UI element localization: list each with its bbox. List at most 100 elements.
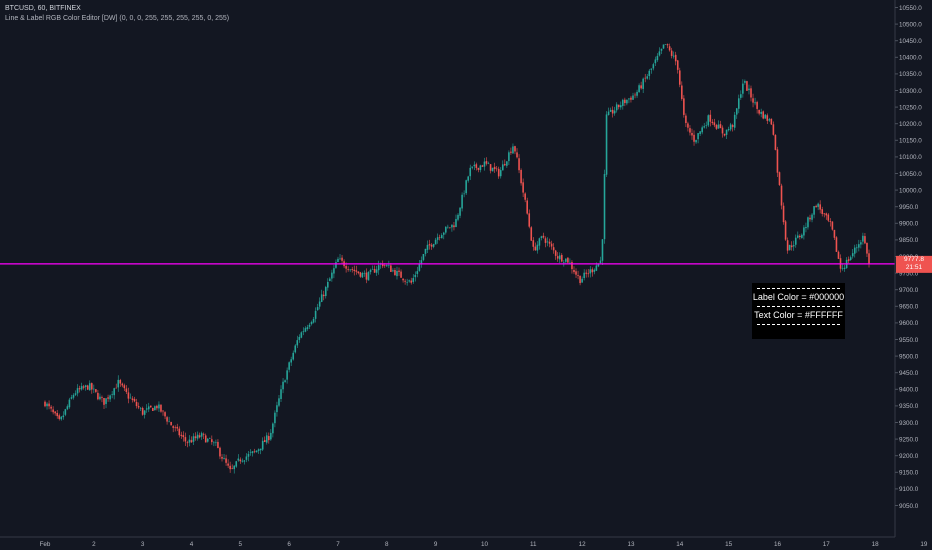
candle-body <box>858 244 860 248</box>
candle-body <box>270 432 272 440</box>
candle-body <box>221 456 223 459</box>
candle-body <box>683 98 685 115</box>
price-axis-tick-label: 9300.0 <box>899 420 919 427</box>
candle-body <box>288 362 290 370</box>
candle-body <box>485 161 488 164</box>
candle-body <box>217 441 219 448</box>
candle-body <box>733 114 736 128</box>
candle-body <box>129 397 132 399</box>
symbol-title[interactable]: BTCUSD, 60, BITFINEX <box>5 5 81 12</box>
candle-body <box>166 417 168 422</box>
candle-body <box>866 243 868 254</box>
candle-body <box>133 399 136 402</box>
candle-body <box>365 272 368 280</box>
candle-body <box>615 104 618 111</box>
candle-body <box>145 408 148 410</box>
time-axis-tick-label: 19 <box>920 541 928 548</box>
candle-body <box>518 158 520 171</box>
indicator-title[interactable]: Line & Label RGB Color Editor [DW] (0, 0… <box>5 15 230 22</box>
candle-body <box>398 270 400 272</box>
candle-body <box>296 340 299 346</box>
candle-body <box>811 214 813 220</box>
candle-body <box>652 64 655 69</box>
candle-body <box>154 406 156 411</box>
candle-body <box>408 280 410 282</box>
candle-body <box>644 77 647 79</box>
candle-body <box>744 81 746 83</box>
candle-body <box>282 381 284 390</box>
candle-body <box>530 227 533 241</box>
candle-body <box>62 415 65 418</box>
candle-body <box>377 265 380 271</box>
candle-body <box>388 265 390 266</box>
candle-body <box>467 176 469 181</box>
candle-body <box>353 269 356 272</box>
candle-body <box>799 235 801 238</box>
candle-body <box>263 440 266 443</box>
candle-body <box>322 294 325 297</box>
candle-body <box>200 433 203 437</box>
candle-body <box>552 247 555 251</box>
candle-body <box>428 244 431 246</box>
candle-body <box>253 451 256 453</box>
candle-body <box>127 392 130 399</box>
time-axis[interactable]: Feb 2 3 4 5 6 7 8 9 10 11 12 13 14 15 16 17 18 19 <box>0 536 928 548</box>
candle-body <box>251 451 254 454</box>
candle-body <box>717 124 720 129</box>
time-axis-tick-label: 3 <box>141 541 145 548</box>
candle-body <box>495 168 498 170</box>
candle-body <box>630 97 632 100</box>
candle-body <box>119 380 122 384</box>
candle-body <box>617 104 620 108</box>
candle-body <box>662 44 665 49</box>
candle-body <box>599 260 602 264</box>
candle-body <box>422 253 425 260</box>
candle-body <box>780 185 783 206</box>
candle-body <box>359 272 362 277</box>
candle-body <box>355 270 358 272</box>
candle-body <box>536 244 539 251</box>
candle-body <box>455 219 457 227</box>
candle-body <box>624 99 626 104</box>
last-price-tag-bg <box>896 255 932 273</box>
candle-body <box>522 182 524 193</box>
candle-body <box>475 164 478 168</box>
candle-body <box>430 244 433 247</box>
candle-body <box>390 265 392 272</box>
candle-body <box>156 405 158 409</box>
candle-body <box>149 405 152 408</box>
candle-body <box>449 227 451 229</box>
candle-body <box>324 286 327 297</box>
price-axis-tick-label: 10100.0 <box>899 154 922 161</box>
candle-body <box>206 438 209 442</box>
candle-body <box>546 241 549 243</box>
candle-body <box>109 395 111 400</box>
candle-body <box>453 225 455 228</box>
candle-body <box>274 412 276 424</box>
candle-body <box>853 247 856 254</box>
price-axis[interactable]: 10550.0 10500.0 10450.0 10400.0 10350.0 10300… <box>894 0 932 537</box>
candle-body <box>656 55 659 61</box>
chart-legend: BTCUSD, 60, BITFINEX Line & Label RGB Co… <box>5 4 229 24</box>
candle-body <box>76 388 79 394</box>
candle-body <box>115 387 118 389</box>
candle-body <box>286 370 288 380</box>
candle-body <box>770 118 773 125</box>
candle-body <box>754 102 756 104</box>
candle-body <box>52 409 54 413</box>
time-axis-tick-label: 13 <box>627 541 635 548</box>
candle-body <box>481 165 484 167</box>
candle-body <box>528 213 531 227</box>
candle-body <box>803 227 805 236</box>
candle-body <box>357 271 360 274</box>
candle-body <box>174 427 177 428</box>
candle-body <box>373 268 376 273</box>
candle-body <box>432 244 435 247</box>
candle-body <box>318 301 321 307</box>
candle-body <box>90 383 93 390</box>
candle-body <box>864 236 866 244</box>
candle-body <box>577 275 579 276</box>
candle-body <box>188 439 191 443</box>
candle-body <box>292 352 295 360</box>
